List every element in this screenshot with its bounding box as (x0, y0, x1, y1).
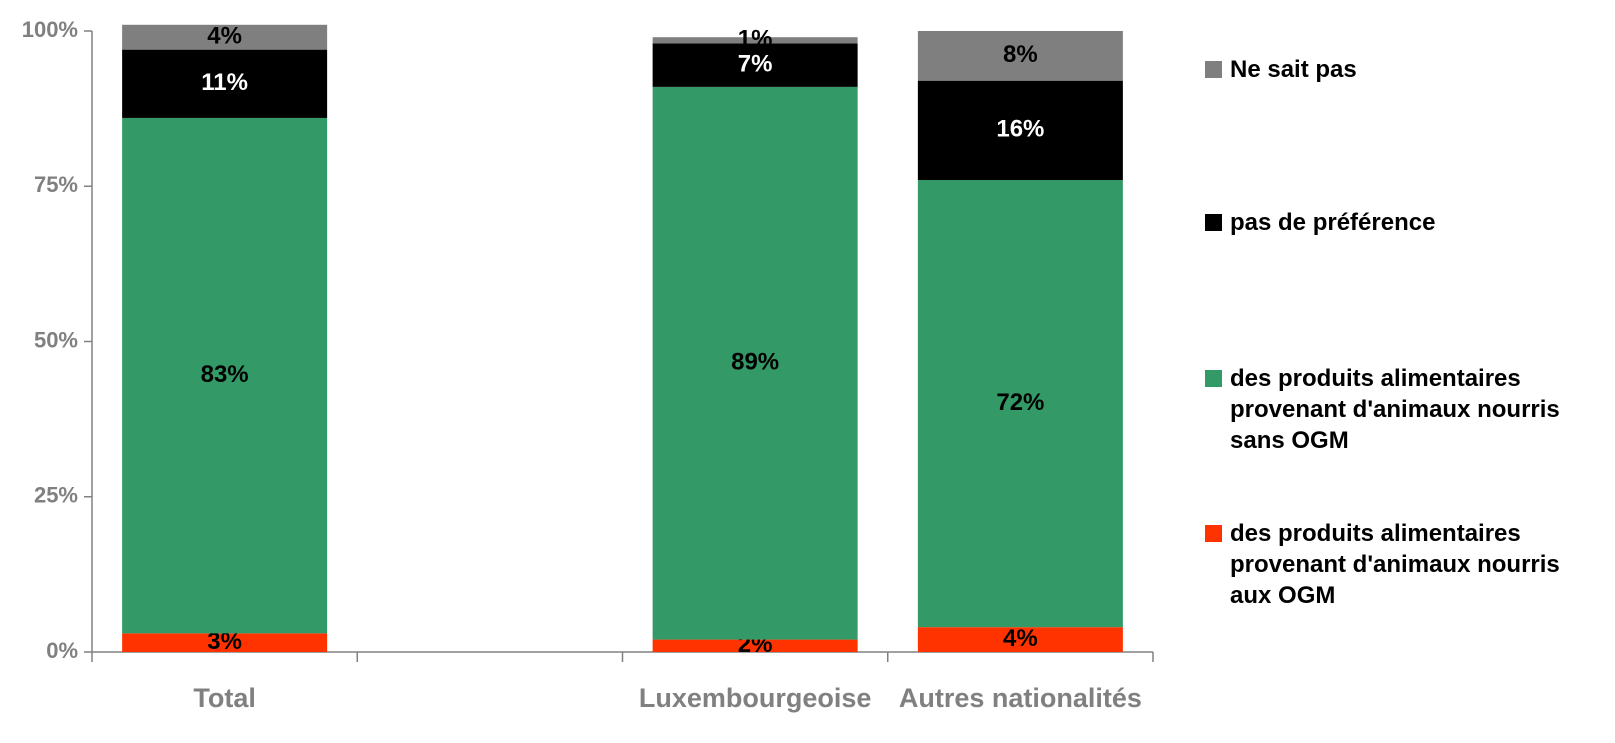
bar-segment (122, 24, 328, 50)
y-tick-label: 50% (34, 327, 78, 352)
data-label: 8% (1003, 41, 1038, 68)
data-label: 16% (996, 116, 1044, 143)
data-label: 7% (738, 50, 773, 77)
x-tick-label: Autres nationalités (899, 683, 1142, 713)
bar-segment (917, 80, 1123, 181)
data-label: 11% (201, 69, 248, 96)
legend-item: des produits alimentaires provenant d'an… (1205, 363, 1605, 456)
data-label: 83% (201, 361, 249, 388)
data-label: 72% (996, 389, 1044, 416)
legend-item: pas de préférence (1205, 207, 1605, 238)
legend-label: pas de préférence (1230, 209, 1436, 236)
legend-item: des produits alimentaires provenant d'an… (1205, 518, 1605, 611)
data-label: 4% (207, 23, 242, 50)
legend-swatch (1205, 214, 1222, 231)
bar-segment (652, 37, 858, 44)
legend-label: Ne sait pas (1230, 56, 1357, 83)
x-tick-label: Luxembourgeoise (639, 683, 872, 713)
y-tick-label: 0% (46, 638, 78, 663)
data-label: 89% (731, 349, 779, 376)
legend-swatch (1205, 61, 1222, 78)
legend-label: des produits alimentaires provenant d'an… (1230, 365, 1560, 454)
bar-segment (652, 43, 858, 87)
bar-segment (652, 86, 858, 640)
bar-segment (652, 639, 858, 652)
y-tick-label: 25% (34, 483, 78, 508)
bar-segment (917, 31, 1123, 81)
bar-segment (122, 49, 328, 118)
bar-segment (917, 627, 1123, 652)
bar-segment (917, 180, 1123, 628)
legend-swatch (1205, 370, 1222, 387)
bar-segment (122, 633, 328, 652)
legend-label: des produits alimentaires provenant d'an… (1230, 520, 1560, 609)
legend-item: Ne sait pas (1205, 54, 1605, 85)
y-tick-label: 100% (22, 17, 78, 42)
x-tick-label: Total (193, 683, 256, 713)
legend-swatch (1205, 525, 1222, 542)
y-tick-label: 75% (34, 172, 78, 197)
bar-segment (122, 117, 328, 634)
data-label: 1% (738, 26, 773, 53)
data-label: 4% (1003, 625, 1038, 652)
